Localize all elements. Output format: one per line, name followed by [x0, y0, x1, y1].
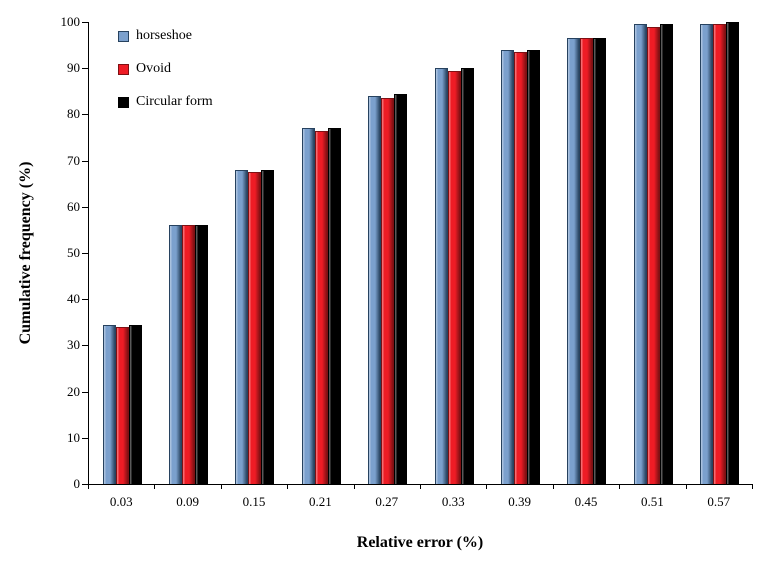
x-tick-mark: [220, 485, 222, 489]
bar-ovoid-0.57: [713, 24, 727, 484]
bar-horseshoe-0.15: [235, 169, 249, 484]
x-tick-label: 0.03: [109, 494, 133, 509]
bar-ovoid-0.21: [314, 130, 328, 484]
x-tick-label: 0.27: [375, 494, 399, 509]
y-tick-label: 60: [67, 198, 80, 214]
legend-swatch-icon: [118, 96, 129, 108]
y-tick-mark: [82, 22, 88, 23]
y-tick-label: 100: [60, 14, 81, 29]
y-tick-label: 20: [67, 383, 80, 399]
bar-horseshoe-0.27: [368, 95, 382, 484]
plot-area: [88, 22, 753, 485]
bar-horseshoe-0.51: [633, 24, 647, 484]
bar-ovoid-0.39: [514, 52, 528, 484]
bar-circular-form-0.21: [327, 128, 341, 484]
bar-group-0.39: [487, 22, 553, 484]
bar-circular-form-0.03: [128, 324, 142, 484]
bar-group-0.33: [421, 22, 487, 484]
x-tick-mark: [154, 485, 156, 489]
bar-circular-form-0.57: [726, 22, 740, 484]
y-tick-mark: [82, 206, 88, 208]
bar-horseshoe-0.39: [501, 49, 515, 484]
y-tick-label: 10: [67, 429, 80, 445]
x-tick-label: 0.21: [309, 494, 332, 509]
x-tick-label: 0.33: [441, 494, 465, 509]
bar-group-0.15: [222, 22, 288, 484]
x-tick-label: 0.51: [641, 494, 664, 509]
x-tick-mark: [486, 485, 488, 489]
legend-swatch-icon: [118, 30, 129, 42]
x-tick-mark: [420, 485, 421, 489]
y-tick-mark: [82, 253, 88, 254]
x-tick-label: 0.15: [242, 494, 266, 509]
bar-ovoid-0.45: [580, 38, 594, 484]
y-axis-title: Cumulative frequency (%): [17, 161, 34, 345]
y-tick-mark: [82, 391, 88, 393]
bar-circular-form-0.39: [527, 49, 541, 484]
bar-horseshoe-0.03: [102, 324, 116, 484]
legend-swatch-icon: [118, 63, 129, 75]
x-tick-mark: [552, 485, 554, 489]
bar-circular-form-0.15: [261, 169, 275, 484]
bar-horseshoe-0.21: [301, 128, 315, 484]
y-tick-mark: [82, 160, 88, 162]
bar-circular-form-0.45: [593, 38, 607, 484]
x-axis-title: Relative error (%): [356, 534, 484, 551]
legend-label: Circular form: [136, 94, 213, 109]
bar-horseshoe-0.09: [169, 225, 183, 484]
legend-item-circular-form: Circular form: [118, 94, 213, 110]
bar-horseshoe-0.33: [434, 68, 448, 484]
y-tick-label: 80: [67, 106, 80, 122]
bar-circular-form-0.27: [394, 93, 408, 484]
x-tick-label: 0.45: [574, 494, 598, 509]
bar-circular-form-0.51: [659, 24, 673, 484]
bar-group-0.27: [355, 22, 421, 484]
x-tick-label: 0.57: [707, 494, 731, 509]
legend-item-ovoid: Ovoid: [118, 61, 213, 77]
x-tick-mark: [619, 485, 621, 489]
y-tick-label: 0: [73, 476, 81, 491]
bar-group-0.51: [620, 22, 686, 484]
legend-item-horseshoe: horseshoe: [118, 28, 213, 44]
bar-ovoid-0.51: [646, 26, 660, 484]
legend: horseshoe Ovoid Circular form: [118, 28, 213, 110]
bar-ovoid-0.09: [182, 225, 196, 484]
y-tick-mark: [82, 299, 88, 301]
y-tick-mark: [82, 484, 88, 485]
bar-group-0.03: [89, 22, 155, 484]
x-tick-label: 0.09: [176, 494, 199, 509]
x-tick-label: 0.39: [508, 494, 531, 509]
y-tick-mark: [82, 345, 88, 347]
bar-group-0.21: [288, 22, 354, 484]
bar-ovoid-0.03: [115, 326, 129, 484]
bar-group-0.45: [554, 22, 620, 484]
bar-group-0.09: [155, 22, 221, 484]
y-tick-mark: [82, 68, 88, 70]
y-tick-mark: [82, 437, 88, 439]
x-tick-mark: [287, 485, 289, 489]
x-tick-mark: [685, 485, 687, 489]
bar-circular-form-0.33: [460, 68, 474, 484]
y-tick-label: 40: [67, 291, 80, 307]
y-tick-label: 30: [67, 337, 80, 353]
bar-ovoid-0.27: [381, 98, 395, 484]
x-tick-mark: [88, 485, 89, 489]
x-tick-mark: [353, 485, 355, 489]
bar-ovoid-0.15: [248, 172, 262, 484]
y-tick-label: 90: [67, 60, 80, 76]
bar-horseshoe-0.45: [567, 38, 581, 484]
x-tick-mark: [752, 485, 753, 489]
bar-group-0.57: [687, 22, 753, 484]
y-tick-mark: [82, 114, 88, 116]
legend-label: horseshoe: [136, 28, 192, 43]
y-tick-label: 70: [67, 152, 80, 168]
bar-horseshoe-0.57: [700, 24, 714, 484]
legend-label: Ovoid: [136, 61, 171, 76]
y-tick-label: 50: [67, 245, 80, 260]
bar-circular-form-0.09: [195, 225, 209, 484]
bar-ovoid-0.33: [447, 70, 461, 484]
